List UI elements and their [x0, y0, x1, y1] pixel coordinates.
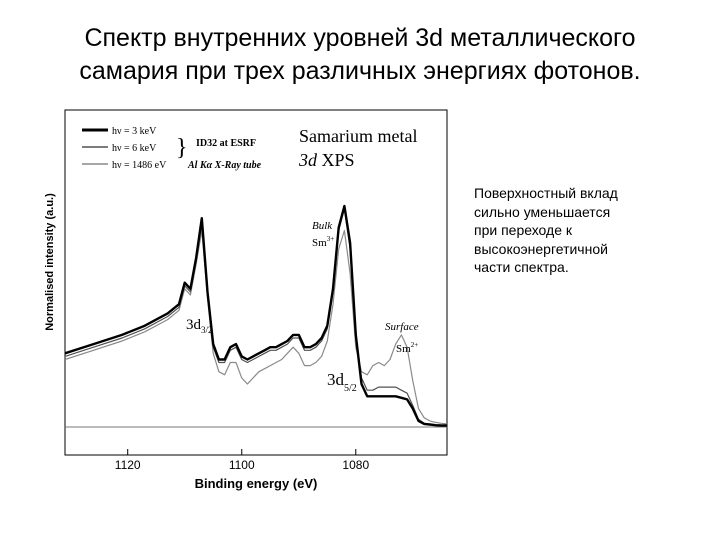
- annotation-3d32-sub: 3/2: [201, 325, 213, 335]
- side-note-line-3: при переходе к: [474, 222, 572, 238]
- legend-source-note: Al Kα X-Ray tube: [187, 160, 262, 171]
- legend-entry-1486ev: hν = 1486 eV: [112, 160, 167, 171]
- side-note-line-2: сильно уменьшается: [474, 203, 611, 220]
- annotation-3d52-sub: 5/2: [344, 383, 357, 394]
- slide-title-line-1: Спектр внутренних уровней 3d металлическ…: [84, 24, 636, 52]
- annotation-surface-ion-label: Sm: [396, 343, 411, 355]
- annotation-bulk-ion-sup: 3+: [327, 235, 335, 243]
- legend: hν = 3 keV hν = 6 keV hν = 1486 eV } ID3…: [82, 126, 262, 171]
- slide-title-line-2: самария при трех различных энергиях фото…: [79, 57, 641, 85]
- annotation-3d52: 3d5/2: [327, 370, 357, 394]
- series-line-2: [64, 229, 448, 425]
- annotation-3d32: 3d3/2: [186, 317, 213, 335]
- side-note-line-5: части спектра.: [474, 259, 569, 275]
- annotation-surface-ion-sup: 2+: [411, 341, 419, 349]
- plot-frame: [64, 109, 448, 456]
- x-tick-label: 1100: [229, 458, 255, 472]
- annotation-bulk-ion: Sm3+: [312, 235, 334, 249]
- y-axis-label: Normalised intensity (a.u.): [44, 193, 56, 331]
- annotation-bulk: Bulk: [312, 220, 333, 232]
- legend-group-note: ID32 at ESRF: [196, 138, 256, 149]
- annotation-surface-ion: Sm2+: [396, 341, 418, 355]
- chart-subtitle: 3d XPS: [298, 150, 355, 170]
- series-line-0: [64, 204, 447, 427]
- x-axis: 1120 1100 1080: [115, 449, 369, 472]
- x-tick-label: 1080: [342, 458, 369, 472]
- series-line-1: [64, 208, 447, 427]
- annotations: 3d3/2 3d5/2 Bulk Sm3+ Surface Sm2+: [186, 220, 419, 394]
- xps-spectrum-chart: 1120 1100 1080 Binding energy (eV) Normali…: [44, 109, 448, 491]
- annotation-3d52-label: 3d: [327, 370, 345, 389]
- legend-entry-3kev: hν = 3 keV: [112, 126, 157, 137]
- x-axis-label: Binding energy (eV): [195, 476, 318, 491]
- legend-entry-6kev: hν = 6 keV: [112, 143, 157, 154]
- annotation-bulk-ion-label: Sm: [312, 237, 327, 249]
- annotation-surface: Surface: [385, 321, 419, 333]
- side-note-line-1: Поверхностный вклад: [474, 185, 618, 201]
- series-layer: [64, 204, 448, 427]
- legend-brace: }: [176, 135, 188, 161]
- slide-title: Спектр внутренних уровней 3d металлическ…: [0, 22, 720, 88]
- chart-title: Samarium metal: [299, 126, 417, 146]
- x-tick-label: 1120: [115, 458, 141, 472]
- side-note: Поверхностный вклад сильно уменьшается п…: [474, 184, 674, 277]
- side-note-line-4: высокоэнергетичной: [474, 240, 608, 257]
- annotation-3d32-label: 3d: [186, 317, 202, 333]
